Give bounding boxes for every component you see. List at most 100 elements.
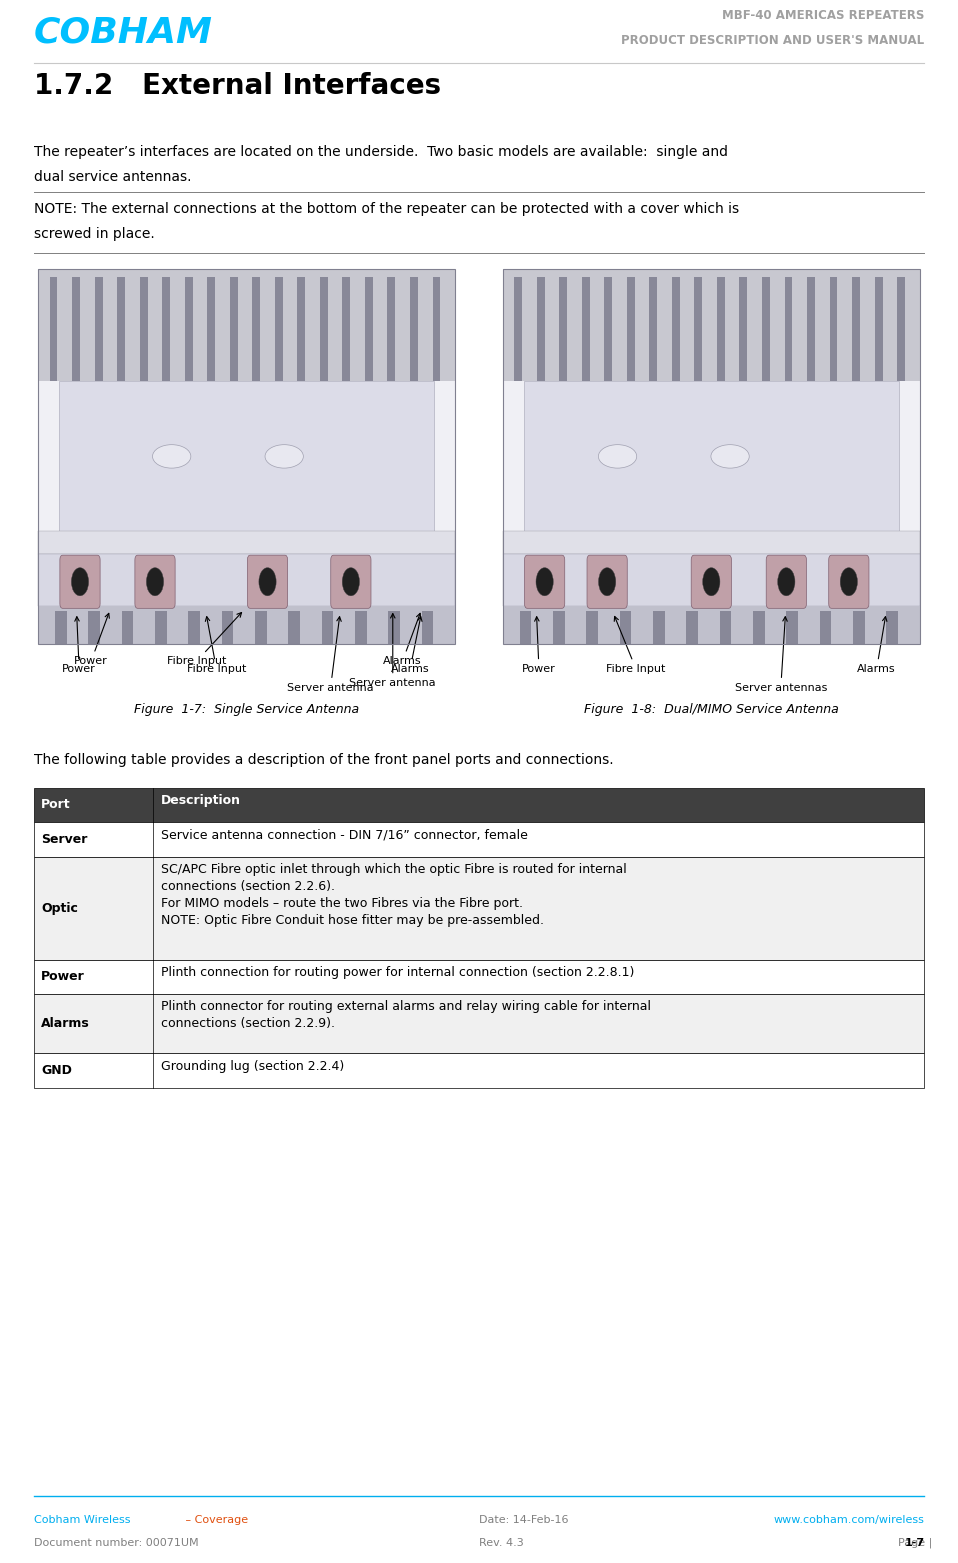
Text: Document number: 00071UM: Document number: 00071UM (34, 1538, 198, 1547)
Circle shape (599, 567, 616, 596)
Bar (503, 269, 920, 644)
Text: Plinth connector for routing external alarms and relay wiring cable for internal: Plinth connector for routing external al… (161, 1000, 650, 1030)
FancyBboxPatch shape (331, 555, 371, 608)
Bar (695, 277, 702, 381)
Bar (787, 611, 798, 644)
Bar (252, 277, 261, 381)
Text: Alarms: Alarms (857, 617, 896, 674)
Bar (95, 277, 103, 381)
Bar (830, 277, 837, 381)
Bar (34, 994, 924, 1053)
Text: Optic: Optic (41, 902, 78, 914)
Bar (410, 277, 418, 381)
Bar (288, 611, 300, 644)
Bar (740, 277, 747, 381)
Bar (155, 611, 167, 644)
Bar (365, 277, 373, 381)
Circle shape (147, 567, 164, 596)
Text: Alarms: Alarms (383, 613, 422, 666)
Bar (297, 277, 306, 381)
Ellipse shape (265, 444, 304, 469)
Bar (897, 277, 905, 381)
Text: Figure  1-7:  Single Service Antenna: Figure 1-7: Single Service Antenna (134, 703, 359, 716)
Bar (230, 277, 238, 381)
Bar (185, 277, 193, 381)
Text: Service antenna connection - DIN 7/16” connector, female: Service antenna connection - DIN 7/16” c… (161, 828, 528, 841)
Bar (38, 606, 455, 644)
Bar (717, 277, 725, 381)
Text: Power: Power (41, 971, 85, 983)
Circle shape (840, 567, 857, 596)
Bar (387, 277, 396, 381)
FancyBboxPatch shape (766, 555, 807, 608)
Text: Alarms: Alarms (391, 617, 429, 674)
Bar (275, 277, 283, 381)
Bar (627, 277, 635, 381)
Circle shape (259, 567, 276, 596)
Circle shape (342, 567, 359, 596)
Bar (72, 277, 80, 381)
Text: MBF-40 AMERICAS REPEATERS: MBF-40 AMERICAS REPEATERS (722, 9, 924, 22)
Text: Server antenna: Server antenna (350, 614, 436, 688)
Bar (38, 269, 455, 381)
Bar (519, 611, 532, 644)
Bar (34, 857, 924, 960)
Bar (503, 269, 920, 644)
Bar (503, 269, 920, 381)
Bar (140, 277, 148, 381)
Text: 1-7: 1-7 (904, 1538, 924, 1547)
Text: Page |: Page | (898, 1538, 935, 1549)
Text: 1.7.2   External Interfaces: 1.7.2 External Interfaces (34, 72, 441, 100)
Bar (672, 277, 680, 381)
Bar (852, 277, 860, 381)
Bar (38, 269, 455, 644)
Bar (559, 277, 567, 381)
Text: Server: Server (41, 833, 87, 846)
Text: PRODUCT DESCRIPTION AND USER'S MANUAL: PRODUCT DESCRIPTION AND USER'S MANUAL (622, 34, 924, 47)
Bar (162, 277, 171, 381)
Text: Rev. 4.3: Rev. 4.3 (479, 1538, 524, 1547)
Circle shape (71, 567, 88, 596)
Bar (503, 553, 920, 606)
Bar (189, 611, 200, 644)
Bar (122, 611, 133, 644)
Bar (38, 531, 455, 553)
Bar (34, 960, 924, 994)
Ellipse shape (152, 444, 191, 469)
FancyBboxPatch shape (525, 555, 564, 608)
FancyBboxPatch shape (587, 555, 627, 608)
Bar (221, 611, 234, 644)
Text: Figure  1-8:  Dual/MIMO Service Antenna: Figure 1-8: Dual/MIMO Service Antenna (584, 703, 838, 716)
Bar (753, 611, 764, 644)
Bar (886, 611, 898, 644)
Text: NOTE: The external connections at the bottom of the repeater can be protected wi: NOTE: The external connections at the bo… (34, 202, 739, 216)
Bar (34, 822, 924, 857)
FancyBboxPatch shape (691, 555, 732, 608)
Bar (88, 611, 100, 644)
Bar (650, 277, 657, 381)
Bar (34, 1053, 924, 1088)
Bar (582, 277, 590, 381)
Bar (820, 611, 832, 644)
Circle shape (536, 567, 553, 596)
Bar (50, 277, 57, 381)
Bar (875, 277, 882, 381)
Bar (762, 277, 770, 381)
Bar (785, 277, 792, 381)
Bar (342, 277, 351, 381)
Text: Plinth connection for routing power for internal connection (section 2.2.8.1): Plinth connection for routing power for … (161, 966, 634, 978)
Circle shape (702, 567, 719, 596)
Bar (620, 611, 631, 644)
Bar (59, 381, 434, 531)
Text: The following table provides a description of the front panel ports and connecti: The following table provides a descripti… (34, 753, 613, 767)
Bar (38, 269, 455, 644)
Bar (514, 277, 522, 381)
Bar (807, 277, 815, 381)
Text: Power: Power (74, 613, 109, 666)
FancyBboxPatch shape (59, 555, 100, 608)
Text: Power: Power (522, 617, 556, 674)
Text: screwed in place.: screwed in place. (34, 227, 154, 241)
Text: Port: Port (41, 799, 71, 811)
Text: dual service antennas.: dual service antennas. (34, 170, 191, 184)
Text: – Coverage: – Coverage (182, 1515, 248, 1524)
